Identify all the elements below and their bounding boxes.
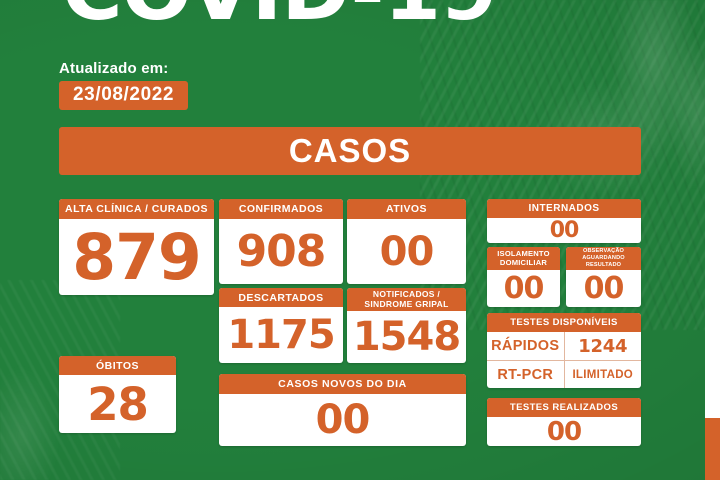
- stat-card-ativos-value: 00: [379, 228, 435, 275]
- testes-rtpcr-value: ILIMITADO: [563, 361, 642, 388]
- stat-card-observacao-aguardando-resultado: OBSERVAÇÃO AGUARDANDO RESULTADO 00: [566, 247, 641, 307]
- updated-date-badge: 23/08/2022: [59, 81, 189, 110]
- stat-card-curados-label: ALTA CLÍNICA / CURADOS: [59, 199, 214, 219]
- stat-card-confirmados-label: CONFIRMADOS: [219, 199, 343, 219]
- stat-card-obitos: ÓBITOS 28: [59, 356, 176, 433]
- updated-label: Atualizado em:: [59, 60, 169, 77]
- stat-card-testes-disponiveis-label: TESTES DISPONÍVEIS: [487, 313, 641, 332]
- stat-card-isolamento-value: 00: [503, 271, 545, 306]
- stat-card-testes-realizados: TESTES REALIZADOS 00: [487, 398, 641, 446]
- stat-card-ativos: ATIVOS 00: [347, 199, 466, 284]
- testes-rtpcr-name: RT-PCR: [497, 367, 554, 383]
- stat-card-descartados-value: 1175: [227, 312, 335, 358]
- stat-card-confirmados: CONFIRMADOS 908: [219, 199, 343, 284]
- stat-card-observacao-value: 00: [583, 271, 625, 306]
- stat-card-internados-label: INTERNADOS: [487, 199, 641, 218]
- stat-card-internados-value: 00: [549, 218, 580, 243]
- stat-card-casos-novos-label: CASOS NOVOS DO DIA: [219, 374, 466, 394]
- stat-card-notificados-value: 1548: [352, 314, 461, 360]
- testes-rapidos-value: 1244: [563, 332, 642, 360]
- stat-card-observacao-label-line2: AGUARDANDO: [582, 255, 625, 262]
- stat-card-observacao-label-line3: RESULTADO: [585, 261, 622, 268]
- stat-card-curados: ALTA CLÍNICA / CURADOS 879: [59, 199, 214, 295]
- stat-card-notificados: NOTIFICADOS / SINDROME GRIPAL 1548: [347, 288, 466, 363]
- testes-rapidos-name: RÁPIDOS: [491, 338, 560, 354]
- right-edge-orange-strip: [705, 418, 720, 480]
- stat-card-isolamento-label-line1: ISOLAMENTO: [497, 248, 550, 258]
- stat-card-casos-novos-value: 00: [315, 397, 371, 443]
- stat-card-testes-realizados-value: 00: [546, 416, 582, 447]
- stat-card-descartados-label: DESCARTADOS: [219, 288, 343, 307]
- right-edge-white-strip: [705, 0, 720, 480]
- page-title: COVID-19: [62, 0, 498, 32]
- stat-card-obitos-label: ÓBITOS: [59, 356, 176, 375]
- stat-card-ativos-label: ATIVOS: [347, 199, 466, 219]
- stat-card-observacao-label-line1: OBSERVAÇÃO: [582, 248, 625, 255]
- stat-card-testes-realizados-label: TESTES REALIZADOS: [487, 398, 641, 417]
- stat-card-notificados-label-line2: SINDROME GRIPAL: [364, 298, 449, 309]
- stat-card-isolamento-domiciliar: ISOLAMENTO DOMICILIAR 00: [487, 247, 560, 307]
- table-row: RÁPIDOS 1244: [487, 332, 641, 360]
- stat-card-observacao-label: OBSERVAÇÃO AGUARDANDO RESULTADO: [566, 247, 641, 270]
- casos-banner-label: CASOS: [288, 132, 412, 169]
- header: COVID-19 Atualizado em: 23/08/2022: [0, 0, 720, 120]
- stat-card-curados-value: 879: [72, 220, 202, 294]
- stat-card-descartados: DESCARTADOS 1175: [219, 288, 343, 363]
- casos-section-banner: CASOS: [59, 127, 641, 175]
- stat-card-isolamento-label: ISOLAMENTO DOMICILIAR: [487, 247, 560, 270]
- stat-card-internados: INTERNADOS 00: [487, 199, 641, 243]
- stat-card-notificados-label: NOTIFICADOS / SINDROME GRIPAL: [347, 288, 466, 311]
- stat-card-casos-novos-do-dia: CASOS NOVOS DO DIA 00: [219, 374, 466, 446]
- stat-card-confirmados-value: 908: [236, 226, 327, 277]
- stat-card-isolamento-label-line2: DOMICILIAR: [499, 257, 548, 267]
- stat-card-obitos-value: 28: [87, 377, 149, 431]
- stat-card-testes-disponiveis: TESTES DISPONÍVEIS RÁPIDOS 1244 RT-PCR I…: [487, 313, 641, 388]
- table-row: RT-PCR ILIMITADO: [487, 360, 641, 388]
- stat-card-notificados-label-line1: NOTIFICADOS /: [372, 288, 441, 299]
